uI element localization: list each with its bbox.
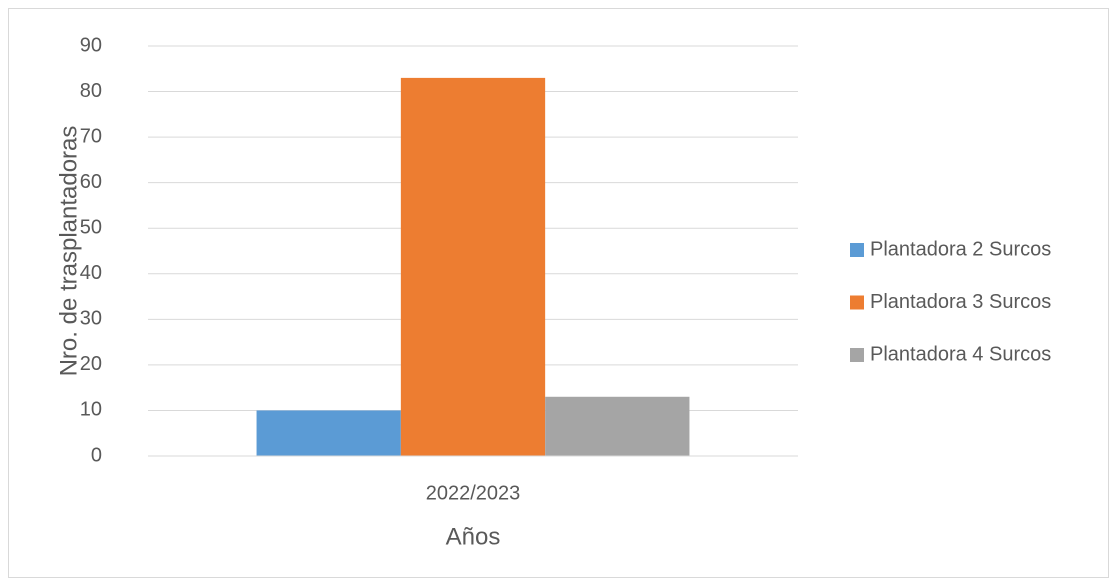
bar [545,396,690,456]
legend-label: Plantadora 3 Surcos [870,291,1051,313]
y-tick-label: 60 [80,171,102,193]
y-tick-label: 90 [80,34,102,56]
y-tick-label: 50 [80,217,102,239]
y-tick-label: 0 [91,444,102,466]
chart-border [8,8,1109,578]
y-tick-label: 20 [80,353,102,375]
y-tick-label: 10 [80,399,102,421]
y-tick-label: 80 [80,80,102,102]
y-tick-label: 40 [80,262,102,284]
x-tick-label: 2022/2023 [426,482,521,504]
y-tick-label: 70 [80,125,102,147]
bar [400,77,546,456]
legend-label: Plantadora 4 Surcos [870,343,1051,365]
legend-swatch [850,348,864,362]
legend-label: Plantadora 2 Surcos [870,238,1051,260]
legend-swatch [850,295,864,310]
y-axis-title: Nro. de trasplantadoras [55,126,82,377]
y-tick-label: 30 [80,308,102,330]
legend-swatch [850,243,864,257]
x-axis-title: Años [446,523,501,550]
bar [256,410,401,456]
